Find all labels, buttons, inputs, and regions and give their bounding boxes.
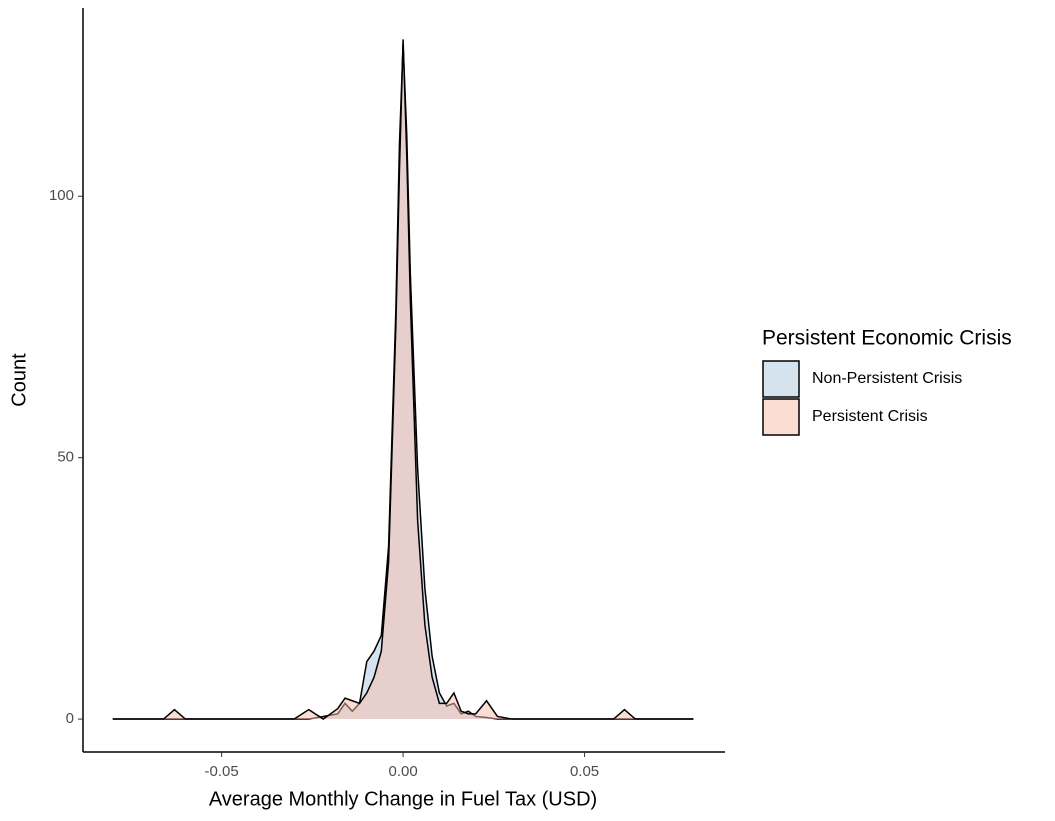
legend-title: Persistent Economic Crisis xyxy=(762,327,1012,350)
x-tick-label: 0.05 xyxy=(570,763,599,780)
legend-label: Non-Persistent Crisis xyxy=(812,370,962,387)
y-tick-label: 50 xyxy=(57,449,74,466)
y-tick-label: 100 xyxy=(49,187,74,204)
density-line xyxy=(112,39,694,720)
legend-key xyxy=(762,398,800,436)
legend-key xyxy=(762,360,800,398)
x-axis-title: Average Monthly Change in Fuel Tax (USD) xyxy=(209,788,597,810)
y-tick-label: 0 xyxy=(66,710,74,727)
legend-label: Persistent Crisis xyxy=(812,408,928,425)
x-tick-label: -0.05 xyxy=(205,763,239,780)
y-axis-title: Count xyxy=(8,353,30,407)
density-fill xyxy=(112,39,694,720)
x-tick-label: 0.00 xyxy=(388,763,417,780)
